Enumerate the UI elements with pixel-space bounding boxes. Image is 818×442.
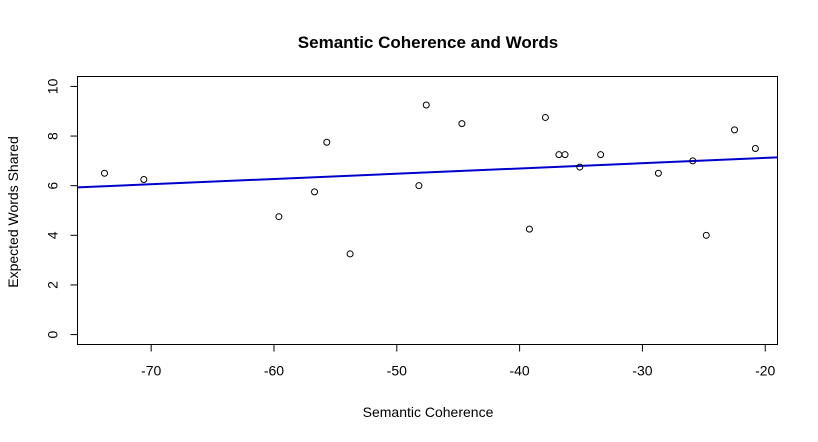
data-points <box>101 101 759 258</box>
scatter-point <box>561 151 569 159</box>
scatter-point <box>702 231 710 239</box>
y-tick-label: 2 <box>44 281 60 289</box>
plot-frame <box>77 76 778 345</box>
scatter-point <box>422 101 430 109</box>
scatter-point <box>415 182 423 190</box>
scatter-point <box>597 151 605 159</box>
y-tick-label: 4 <box>44 231 60 239</box>
x-tick-label: -60 <box>264 363 284 379</box>
scatter-point <box>311 188 319 196</box>
regression-line <box>77 156 778 189</box>
scatter-point <box>555 151 563 159</box>
scatter-point <box>275 213 283 221</box>
scatter-point <box>140 175 148 183</box>
y-axis-label: Expected Words Shared <box>5 136 21 288</box>
chart-title: Semantic Coherence and Words <box>298 33 558 52</box>
scatter-point <box>751 144 759 152</box>
scatter-point <box>101 169 109 177</box>
y-axis: 0 2 4 6 8 10 <box>44 78 78 338</box>
x-tick-label: -40 <box>509 363 529 379</box>
scatter-point <box>541 113 549 121</box>
x-tick-label: -50 <box>387 363 407 379</box>
x-tick-label: -20 <box>755 363 775 379</box>
scatter-point <box>654 169 662 177</box>
scatter-point <box>731 126 739 134</box>
scatter-point <box>323 138 331 146</box>
scatter-point <box>525 225 533 233</box>
y-tick-label: 0 <box>44 330 60 338</box>
scatter-point <box>689 157 697 165</box>
scatter-point <box>576 163 584 171</box>
scatter-point <box>458 120 466 128</box>
x-tick-label: -30 <box>632 363 652 379</box>
x-axis: -70 -60 -50 -40 -30 -20 <box>141 344 776 379</box>
x-tick-label: -70 <box>141 363 161 379</box>
x-axis-label: Semantic Coherence <box>363 404 494 420</box>
y-tick-label: 10 <box>44 78 60 94</box>
y-tick-label: 8 <box>44 132 60 140</box>
scatter-point <box>346 250 354 258</box>
y-tick-label: 6 <box>44 182 60 190</box>
